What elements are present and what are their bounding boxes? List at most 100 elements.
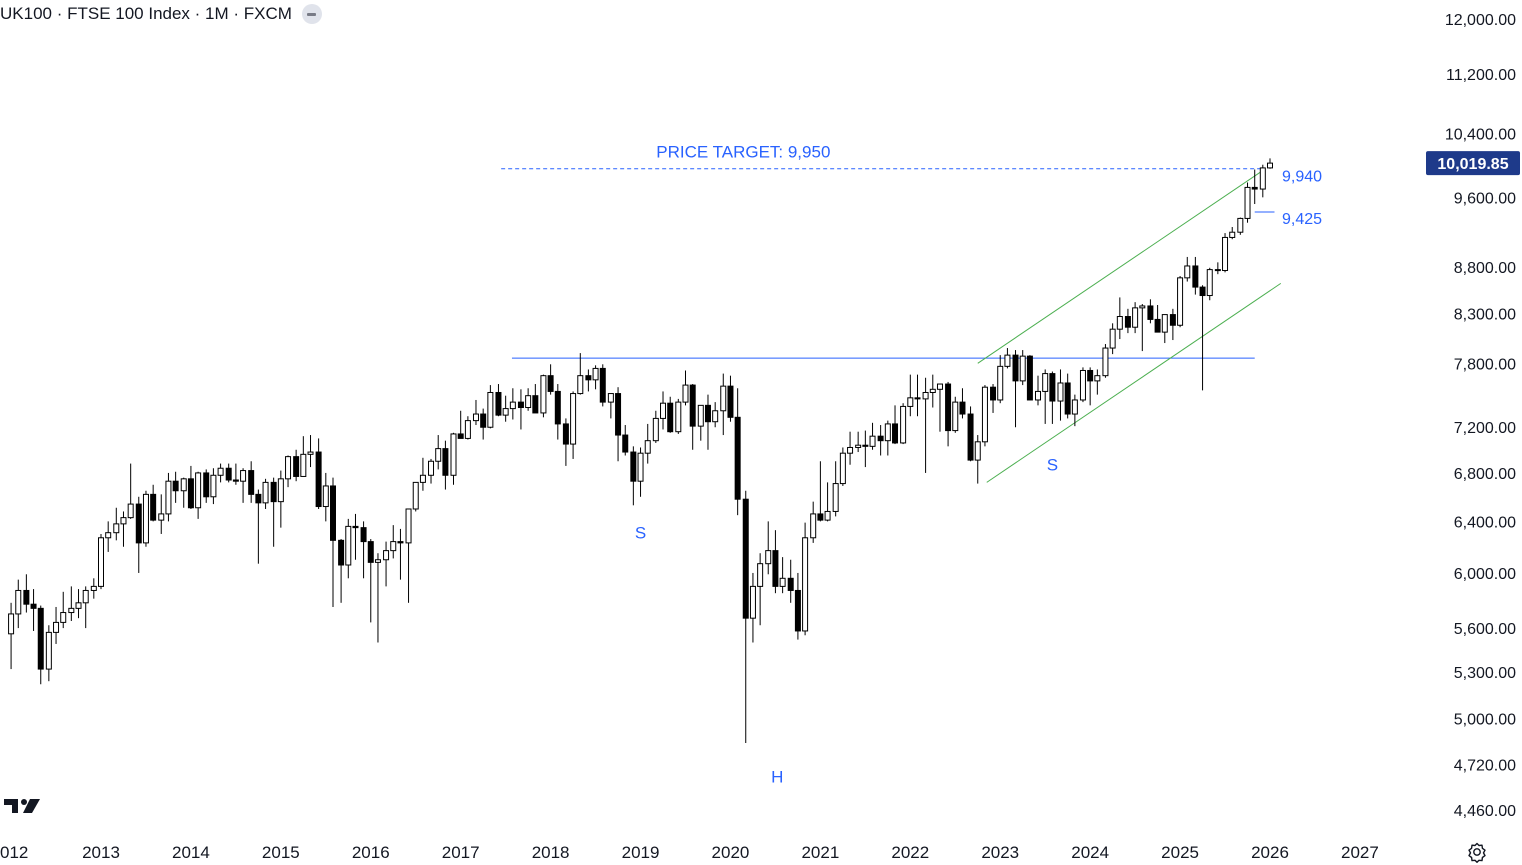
candle-body [779,577,786,587]
candle [1192,256,1199,295]
levels-layer [501,168,1275,213]
candle [997,355,1004,404]
candle-body [127,503,134,519]
candle [135,496,142,573]
candle [532,384,539,414]
candle [952,396,959,433]
x-tick-label: 2015 [262,843,300,862]
candle-body [435,448,442,462]
channel-upper-line[interactable] [977,168,1266,364]
candle [187,465,194,509]
candle [15,579,22,629]
candle-body [383,550,390,561]
candle [277,470,284,528]
collapse-icon[interactable] [301,4,322,24]
candle-body [652,417,659,442]
candle-body [577,375,584,395]
candle-body [172,480,179,492]
symbol-title[interactable]: UK100 · FTSE 100 Index · 1M · FXCM [0,4,292,23]
candle [345,518,352,579]
candle-body [232,479,239,482]
candle-body [675,401,682,433]
candle [412,481,419,512]
candle-body [60,612,67,623]
candle [1034,375,1041,406]
candle-body [360,527,367,543]
candle [607,393,614,419]
gear-icon[interactable] [1466,841,1488,863]
candle-body [300,453,307,477]
candle-body [742,498,749,619]
candle [53,606,60,644]
candle [592,365,599,390]
candle [338,539,345,603]
candle [217,463,224,483]
candle [419,457,426,491]
tradingview-logo-icon[interactable] [4,795,44,817]
candle-body [981,386,988,443]
candle [270,477,277,547]
candle [210,468,217,505]
candle-body [68,607,75,614]
candle-body [1177,277,1184,326]
candle-body [53,621,60,633]
candle [113,507,120,541]
candle [832,461,839,517]
candle-body [1049,373,1056,402]
annotations-layer: PRICE TARGET: 9,950 9,940 9,425 S H S [635,143,1322,787]
candle [712,402,719,428]
candle [330,477,337,607]
candle [1177,276,1184,328]
candle-body [464,420,471,439]
candle-body [374,559,381,563]
candle-body [794,589,801,632]
candle [585,369,592,392]
price-axis[interactable]: 12,000.00 11,200.00 10,400.00 9,600.00 8,800… [1445,12,1516,820]
candle [1057,369,1064,421]
candle [981,385,988,447]
candle-body [592,367,599,381]
last-price-layer: 10,019.85 [1426,151,1520,176]
candle [689,384,696,450]
candle [1229,227,1236,240]
candle [547,364,554,395]
candle-body [554,390,561,425]
time-axis[interactable]: 012 2013 2014 2015 2016 2017 2018 2019 2020 2021 2… [0,843,1379,862]
candle-body [1199,286,1206,297]
candle-body [285,456,292,480]
candle-body [428,460,435,476]
candle-body [1034,390,1041,401]
candle-body [390,541,397,552]
candle-body [900,405,907,444]
candle [315,438,322,509]
channel-lower-line[interactable] [986,282,1282,483]
candle-body [412,481,419,510]
candle-body [1116,316,1123,330]
x-tick-label: 2016 [352,843,390,862]
candle-body [959,401,966,415]
y-tick-label: 8,300.00 [1454,307,1516,324]
candle [120,511,127,547]
y-tick-label: 5,000.00 [1454,712,1516,729]
candle-body [622,434,629,453]
candle [8,602,15,670]
candle [974,435,981,484]
candle [172,471,179,503]
candle [1147,299,1154,324]
candle [240,468,247,503]
candle [142,490,149,547]
candle [487,385,494,429]
x-tick-label: 2023 [981,843,1019,862]
candle [442,440,449,490]
candle-body [90,585,97,591]
candle-body [338,539,345,566]
candle-body [158,513,165,521]
candle-body [180,478,187,492]
candles-layer [8,158,1273,744]
level-9425-label: 9,425 [1282,211,1322,228]
candle [1116,297,1123,340]
candle-body [45,631,52,670]
candle-body [712,410,719,423]
candle [967,406,974,462]
